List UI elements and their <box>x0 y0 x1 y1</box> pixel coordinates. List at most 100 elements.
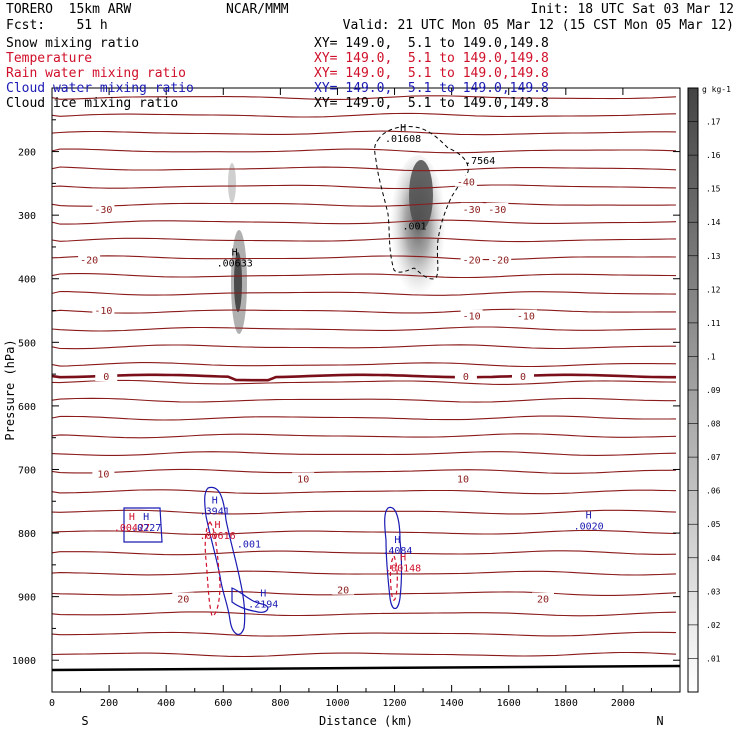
forecast-hour: Fcst: 51 h <box>6 18 108 33</box>
x-tick-label-1400: 1400 <box>440 698 464 709</box>
temperature-label-bg <box>531 592 554 604</box>
temperature-label-bg <box>332 583 355 595</box>
temperature-label-bg <box>454 370 477 382</box>
temperature-label-bg <box>512 370 534 382</box>
legend-entry-xy: XY= 149.0, 5.1 to 149.0,149.8 <box>314 36 549 51</box>
temperature-label: 0 <box>463 372 469 383</box>
y-tick-label-900: 900 <box>18 593 36 604</box>
temperature-label-bg <box>172 592 195 604</box>
cloud-water-contour-center <box>204 486 246 636</box>
temperature-label: -30 <box>488 205 506 216</box>
temperature-isotherms <box>52 95 677 658</box>
colorbar-unit: g kg-1 <box>702 85 731 94</box>
colorbar-tick-label: .03 <box>706 587 721 596</box>
isotherm-line <box>52 130 677 136</box>
temperature-label: -20 <box>491 256 509 267</box>
south-label: S <box>81 714 88 728</box>
isotherm-line <box>52 290 677 296</box>
maximum-value: .0020 <box>574 522 604 533</box>
temperature-label: 10 <box>97 469 109 480</box>
isotherm-line <box>52 201 677 207</box>
y-tick-label-400: 400 <box>18 275 36 286</box>
legend-entry-name: Rain water mixing ratio <box>6 66 187 81</box>
x-tick-label-800: 800 <box>271 698 289 709</box>
maximum-marker: H <box>394 535 400 546</box>
maximum-marker: H <box>143 512 149 523</box>
north-label: N <box>656 714 663 728</box>
maximum-value: .7564 <box>465 156 495 167</box>
colorbar-tick-label: .17 <box>706 118 721 127</box>
isotherm-line <box>52 451 677 456</box>
maximum-value: .00427 <box>114 523 150 534</box>
x-tick-label-2000: 2000 <box>611 698 635 709</box>
colorbar-tick-label: .14 <box>706 218 721 227</box>
temperature-label: 0 <box>103 372 109 383</box>
temperature-label: 20 <box>537 595 549 606</box>
isotherm-line <box>52 489 677 495</box>
terrain-line <box>51 664 681 672</box>
temperature-label-bg <box>460 202 483 214</box>
colorbar-tick-label: .15 <box>706 185 721 194</box>
center-title: NCAR/MMM <box>226 2 289 17</box>
legend-entry-xy: XY= 149.0, 5.1 to 149.0,149.8 <box>314 51 549 66</box>
colorbar-tick-label: .06 <box>706 487 721 496</box>
colorbar-tick-label: .08 <box>706 420 721 429</box>
colorbar-tick-label: .05 <box>706 520 721 529</box>
maximum-marker: H <box>260 588 266 599</box>
isotherm-line <box>52 112 677 118</box>
maximum-marker: H <box>129 512 135 523</box>
maximum-marker: H <box>586 511 592 522</box>
colorbar-tick-label: .1 <box>706 352 716 361</box>
maximum-value: .00148 <box>385 564 421 575</box>
isotherm-line <box>52 611 677 617</box>
cloud-water-contour-east <box>384 506 403 610</box>
temperature-label-bg <box>292 472 315 484</box>
isotherm-line <box>52 95 677 100</box>
x-axis: 0 200 400 600 800 1000 1200 1400 1600 1800 2000 <box>49 88 652 709</box>
isotherm-line <box>52 651 677 658</box>
temperature-label: 10 <box>297 474 309 485</box>
temperature-label-bg <box>92 467 115 479</box>
maximum-value: .2194 <box>248 599 278 610</box>
x-tick-label-600: 600 <box>214 698 232 709</box>
colorbar-tick-label: .01 <box>706 654 721 663</box>
colorbar-tick-label: .16 <box>706 151 721 160</box>
snow-shading <box>228 155 446 334</box>
y-tick-label-800: 800 <box>18 529 36 540</box>
x-tick-label-200: 200 <box>100 698 118 709</box>
temperature-label: -20 <box>463 256 481 267</box>
isotherm-line <box>52 379 677 385</box>
x-tick-label-1200: 1200 <box>382 698 406 709</box>
isotherm-line <box>52 237 677 243</box>
isotherm-line <box>52 255 677 261</box>
y-axis-label: Pressure (hPa) <box>3 339 17 440</box>
isotherm-line <box>52 415 677 421</box>
maximum-value: .01608 <box>385 134 421 145</box>
colorbar-tick-label: .09 <box>706 386 721 395</box>
legend-entry-name: Snow mixing ratio <box>6 36 140 51</box>
init-time: Init: 18 UTC Sat 03 Mar 12 <box>530 2 735 17</box>
cloud-ice-contour <box>374 126 469 280</box>
isotherm-line <box>52 468 677 474</box>
rain-water-contours <box>204 521 398 617</box>
snow-shade-west-upper <box>228 163 236 203</box>
isotherm-line <box>52 273 677 279</box>
maximum-value: .0227 <box>131 523 161 534</box>
temperature-label: -30 <box>463 205 481 216</box>
maximum-value: .00616 <box>200 531 236 542</box>
legend-entry-name: Temperature <box>6 51 93 66</box>
y-tick-label-300: 300 <box>18 211 36 222</box>
cloud-water-contour-west <box>123 507 163 543</box>
isotherm-line <box>52 529 677 535</box>
maximum-marker: H <box>232 247 238 258</box>
temperature-label-bg <box>514 309 537 321</box>
maximum-value: .3941 <box>200 506 230 517</box>
isotherm-line <box>52 631 677 637</box>
y-tick-label-600: 600 <box>18 402 36 413</box>
isotherm-line <box>52 570 677 576</box>
model-title: TORERO 15km ARW <box>6 2 132 17</box>
x-tick-label-1000: 1000 <box>325 698 349 709</box>
temperature-label: -20 <box>80 256 98 267</box>
